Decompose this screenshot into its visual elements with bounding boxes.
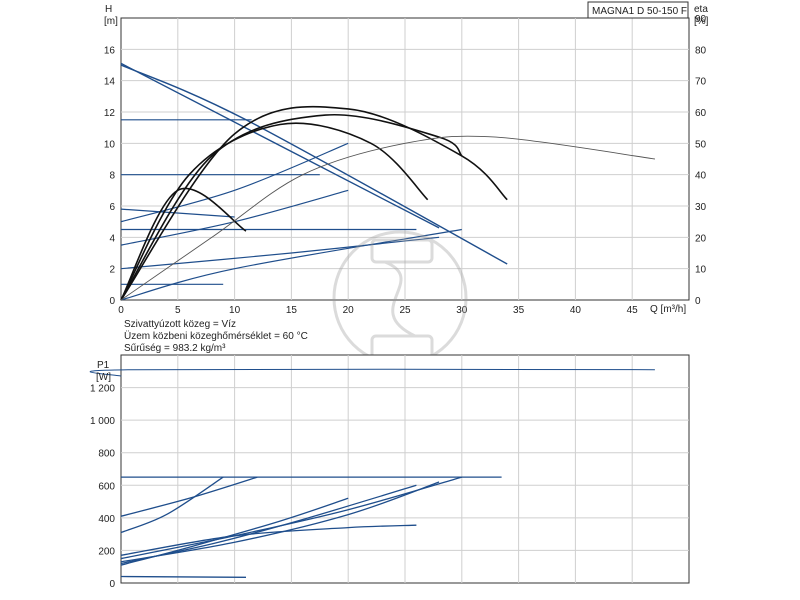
power-curve [89,368,655,377]
model-label: MAGNA1 D 50-150 F [592,6,687,17]
y-right-tick-label: 70 [695,77,707,88]
power-curves [89,368,655,578]
control-head-curve [120,236,440,270]
note-temperature: Üzem közbeni közeghőmérséklet = 60 °C [124,330,308,342]
x-tick-label: 25 [399,305,411,316]
head-curves [120,62,655,301]
y-right-tick-label: 60 [695,108,707,119]
control-head-curve [120,208,235,218]
control-head-curve [120,142,349,223]
y-left-tick-label: 2 [109,265,115,276]
y-right-axis-title: eta [694,4,708,15]
head-ticks: 0 5 10 15 20 25 30 35 40 45 0 2 4 6 8 10 12 14 16 0 10 20 30 40… [104,14,707,316]
y-left-tick-label: 6 [109,202,115,213]
y-left-axis-unit: [m] [104,16,118,27]
note-medium: Szivattyúzott közeg = Víz [124,319,236,330]
power-curve [120,524,417,556]
x-tick-label: 20 [343,305,355,316]
x-tick-label: 10 [229,305,241,316]
y-right-tick-label: 10 [695,265,707,276]
y-left-tick-label: 12 [104,108,116,119]
y-left-tick-label: 10 [104,139,116,150]
y-left-tick-label: 8 [109,171,115,182]
power-tick-label: 800 [98,449,115,460]
power-tick-label: 400 [98,514,115,525]
power-axis-unit: [W] [96,372,111,383]
x-axis-title: Q [m³/h] [650,304,686,315]
y-right-tick-label: 20 [695,233,707,244]
y-left-axis-title: H [105,4,112,15]
power-tick-label: 0 [109,579,115,590]
power-axis-title: P1 [97,360,110,371]
y-left-tick-label: 0 [109,296,115,307]
y-left-tick-label: 16 [104,45,116,56]
y-right-tick-label: 0 [695,296,701,307]
model-box [587,1,689,19]
efficiency-curve [120,122,429,301]
pump-head-curve [120,64,508,265]
y-right-tick-label: 80 [695,45,707,56]
power-curve [120,575,247,578]
power-ticks: 0 200 400 600 800 1 000 1 200 [90,384,115,590]
power-curve [120,497,349,566]
x-tick-label: 15 [286,305,298,316]
power-tick-label: 600 [98,481,115,492]
y-right-tick-label: 50 [695,139,707,150]
note-density: Sűrűség = 983.2 kg/m³ [124,343,226,354]
y-right-axis-unit: [%] [694,16,709,27]
efficiency-curve [120,105,508,301]
y-left-tick-label: 14 [104,77,116,88]
y-right-tick-label: 30 [695,202,707,213]
x-tick-label: 40 [570,305,582,316]
y-left-tick-label: 4 [109,233,115,244]
control-head-curve [120,228,462,301]
x-tick-label: 35 [513,305,525,316]
x-tick-label: 30 [456,305,468,316]
x-tick-label: 5 [175,305,181,316]
x-tick-label: 45 [627,305,639,316]
efficiency-curve [120,187,247,301]
power-tick-label: 1 000 [90,416,115,427]
y-right-tick-label: 40 [695,171,707,182]
power-tick-label: 200 [98,546,115,557]
x-tick-label: 0 [118,305,124,316]
pump-head-curve [120,62,440,229]
power-curve [120,476,258,517]
efficiency-curve [120,135,655,301]
power-curve [120,476,224,534]
power-tick-label: 1 200 [90,384,115,395]
y-right-tick-label: 90 [695,14,707,25]
